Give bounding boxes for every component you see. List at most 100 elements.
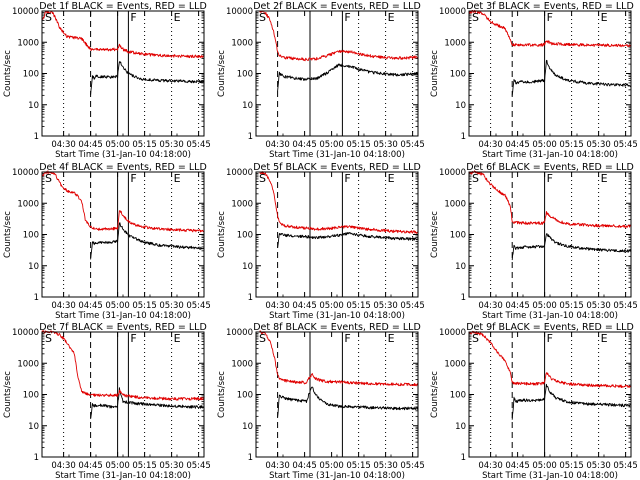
y-tick-label: 10 [242,262,253,272]
marker-start-label: S [472,332,479,345]
y-tick-label: 1000 [231,359,253,369]
x-tick-label: 05:30 [586,461,611,471]
panel-det-3: Det 3f BLACK = Events, RED = LLD Counts/s… [430,1,638,160]
x-tick-label: 05:30 [373,461,398,471]
y-tick-label: 10 [455,422,466,432]
plot-frame [255,171,419,298]
marker-end-label: E [388,172,395,185]
y-tick-label: 1000 [17,199,39,209]
y-tick-label: 10 [242,422,253,432]
y-axis-label: Counts/sec [3,211,13,258]
x-axis-label: Start Time (31-Jan-10 04:18:00) [269,471,405,480]
panel-title: Det 7f BLACK = Events, RED = LLD [39,322,207,333]
y-tick-label: 10000 [12,328,39,338]
x-tick-label: 05:15 [132,301,157,311]
x-tick-label: 05:00 [532,461,557,471]
y-tick-label: 10 [28,101,39,111]
x-tick-label: 04:30 [478,461,503,471]
y-tick-label: 1000 [444,199,466,209]
plot-frame [468,10,632,137]
x-tick-label: 04:30 [265,140,290,150]
y-tick-label: 1 [34,132,39,142]
marker-start-label: S [472,11,479,24]
y-tick-label: 100 [237,231,253,241]
y-tick-label: 10000 [226,7,253,17]
y-axis-label: Counts/sec [217,211,227,258]
series-events-line [90,387,205,420]
y-tick-label: 10000 [226,328,253,338]
series-lld-line [468,170,632,228]
y-tick-label: 100 [23,231,39,241]
y-tick-label: 1 [461,293,466,303]
x-tick-label: 04:30 [51,301,76,311]
x-tick-label: 05:45 [400,461,425,471]
x-tick-label: 05:45 [400,140,425,150]
x-tick-label: 05:45 [186,140,211,150]
x-tick-label: 05:45 [186,301,211,311]
x-tick-label: 04:45 [292,301,317,311]
x-tick-label: 05:30 [373,301,398,311]
x-tick-label: 04:45 [292,461,317,471]
panel-title: Det 4f BLACK = Events, RED = LLD [39,162,207,173]
x-tick-label: 05:45 [613,461,638,471]
x-tick-label: 05:30 [159,461,184,471]
x-tick-label: 05:00 [319,461,344,471]
panel-det-8: Det 8f BLACK = Events, RED = LLD Counts/s… [217,322,425,480]
panel-det-1: Det 1f BLACK = Events, RED = LLD Counts/s… [3,1,211,160]
y-tick-label: 1000 [17,38,39,48]
x-tick-label: 04:30 [478,140,503,150]
x-tick-label: 04:30 [51,140,76,150]
plot-frame [255,331,419,458]
series-lld-line [41,330,205,401]
x-tick-label: 04:30 [265,461,290,471]
x-axis-label: Start Time (31-Jan-10 04:18:00) [55,311,191,321]
x-tick-label: 05:45 [186,461,211,471]
panel-title: Det 5f BLACK = Events, RED = LLD [253,162,421,173]
marker-end-label: E [601,11,608,24]
y-tick-label: 1 [34,293,39,303]
marker-flare-label: F [344,172,350,185]
marker-end-label: E [174,11,181,24]
x-tick-label: 04:45 [505,461,530,471]
x-axis-label: Start Time (31-Jan-10 04:18:00) [269,311,405,321]
x-tick-label: 05:30 [586,140,611,150]
marker-end-label: E [388,332,395,345]
x-tick-label: 05:45 [613,140,638,150]
x-tick-label: 05:00 [319,140,344,150]
y-tick-label: 1000 [231,38,253,48]
y-axis-label: Counts/sec [430,50,440,97]
series-lld-line [41,170,205,233]
panel-det-7: Det 7f BLACK = Events, RED = LLD Counts/s… [3,322,211,480]
x-tick-label: 05:45 [613,301,638,311]
series-lld-line [41,10,205,59]
marker-start-label: S [259,11,266,24]
marker-start-label: S [45,332,52,345]
x-tick-label: 05:15 [559,461,584,471]
plot-frame [41,331,205,458]
y-tick-label: 100 [237,70,253,80]
marker-flare-label: F [344,11,350,24]
x-tick-label: 05:15 [132,140,157,150]
marker-end-label: E [601,172,608,185]
y-tick-label: 10000 [12,168,39,178]
y-tick-label: 10000 [439,328,466,338]
x-tick-label: 05:30 [159,301,184,311]
series-lld-line [259,330,419,387]
panel-title: Det 2f BLACK = Events, RED = LLD [253,1,421,12]
series-events-line [511,233,632,261]
panel-det-4: Det 4f BLACK = Events, RED = LLD Counts/s… [3,162,211,321]
y-tick-label: 100 [450,70,466,80]
x-tick-label: 05:00 [105,461,130,471]
x-axis-label: Start Time (31-Jan-10 04:18:00) [482,150,618,160]
marker-end-label: E [174,172,181,185]
y-tick-label: 10000 [439,7,466,17]
y-tick-label: 100 [23,391,39,401]
series-lld-line [468,9,632,48]
y-tick-label: 1000 [231,199,253,209]
series-events-line [277,232,419,248]
x-tick-label: 05:00 [319,301,344,311]
x-tick-label: 05:00 [532,301,557,311]
plot-frame [468,171,632,298]
series-events-line [277,63,419,92]
